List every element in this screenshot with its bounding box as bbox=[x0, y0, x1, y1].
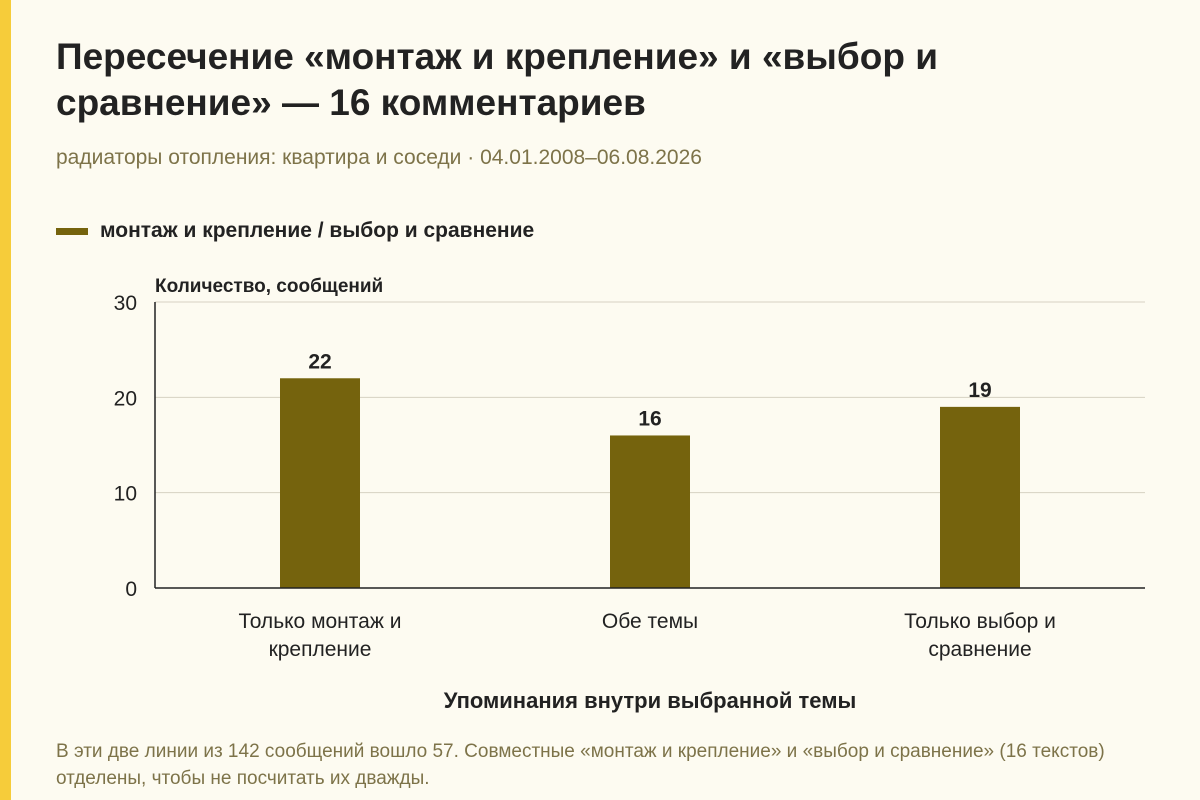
chart-footnote: В эти две линии из 142 сообщений вошло 5… bbox=[56, 741, 1105, 789]
legend-swatch bbox=[56, 227, 88, 235]
x-tick-label: Только монтаж и bbox=[239, 610, 402, 633]
bar-value-label: 19 bbox=[968, 379, 991, 402]
accent-stripe bbox=[0, 0, 11, 800]
x-tick-label: сравнение bbox=[928, 638, 1031, 661]
bar-value-label: 16 bbox=[638, 407, 661, 430]
bar-value-label: 22 bbox=[308, 350, 331, 373]
chart-legend: монтаж и крепление / выбор и сравнение bbox=[56, 219, 534, 243]
x-tick-label: Только выбор и bbox=[904, 610, 1056, 633]
bar bbox=[610, 435, 690, 588]
bar bbox=[280, 378, 360, 588]
y-tick-label: 0 bbox=[125, 578, 137, 601]
page-subtitle: радиаторы отопления: квартира и соседи ·… bbox=[56, 146, 702, 169]
y-tick-label: 10 bbox=[114, 483, 137, 506]
bar bbox=[940, 406, 1020, 588]
y-tick-label: 30 bbox=[114, 292, 137, 315]
x-axis-label: Упоминания внутри выбранной темы bbox=[444, 688, 857, 713]
legend-label: монтаж и крепление / выбор и сравнение bbox=[100, 219, 535, 242]
x-tick-label: крепление bbox=[269, 638, 372, 661]
page-title: Пересечение «монтаж и крепление» и «выбо… bbox=[56, 36, 938, 123]
y-tick-label: 20 bbox=[114, 387, 137, 410]
y-axis-label: Количество, сообщений bbox=[155, 276, 383, 297]
x-tick-label: Обе темы bbox=[602, 610, 698, 633]
